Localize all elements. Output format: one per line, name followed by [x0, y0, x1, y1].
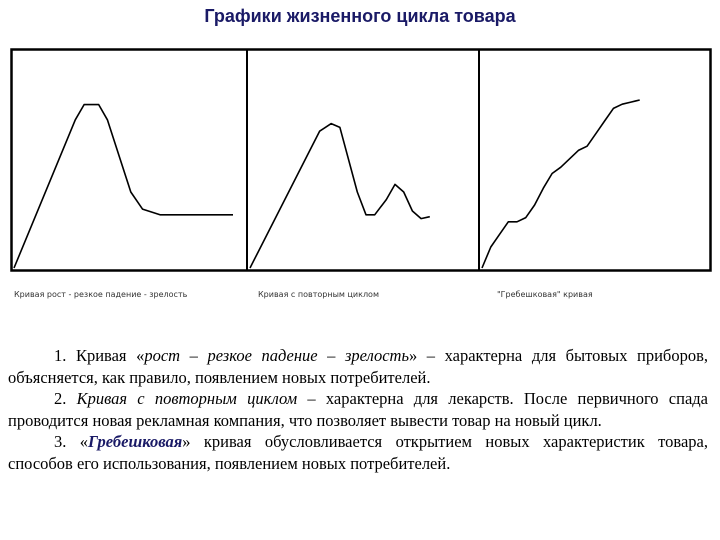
caption-chart-2: Кривая с повторным циклом: [258, 290, 379, 299]
curve-growth-decline-maturity: [13, 103, 233, 269]
page-title: Графики жизненного цикла товара: [204, 6, 516, 26]
curve-scalloped: [481, 99, 640, 269]
p2-num: 2.: [54, 389, 77, 408]
p2-rest: – характерна для лекарств. После первичн…: [8, 389, 708, 430]
description-text: 1. Кривая «рост – резкое падение – зрело…: [8, 345, 708, 474]
paragraph-2: 2. Кривая с повторным циклом – характерн…: [8, 388, 708, 431]
caption-chart-1: Кривая рост - резкое падение - зрелость: [14, 290, 188, 299]
curve-repeat-cycle: [249, 122, 430, 269]
caption-chart-3: "Гребешковая" кривая: [497, 290, 593, 299]
p3-rest: » кривая обусловливается открытием новых…: [8, 432, 708, 473]
p1-num: 1. Кривая «: [54, 346, 145, 365]
p3-term: Гребешковая: [88, 432, 183, 451]
p1-rest: » – характерна для бытовых приборов, объ…: [8, 346, 708, 387]
p1-term: рост – резкое падение – зрелость: [144, 346, 409, 365]
p2-term: Кривая с повторным циклом: [76, 389, 298, 408]
paragraph-3: 3. «Гребешковая» кривая обусловливается …: [8, 431, 708, 474]
charts-border: [10, 48, 712, 272]
paragraph-1: 1. Кривая «рост – резкое падение – зрело…: [8, 345, 708, 388]
p3-num: 3. «: [54, 432, 89, 451]
